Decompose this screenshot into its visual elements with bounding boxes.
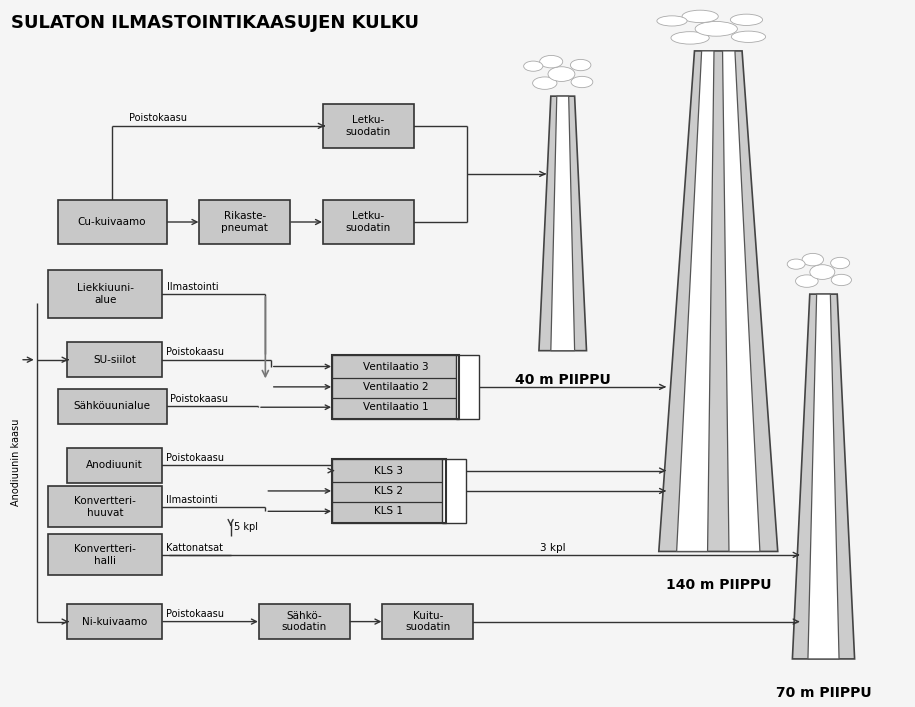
Text: 140 m PIIPPU: 140 m PIIPPU <box>665 578 771 592</box>
FancyBboxPatch shape <box>382 604 473 639</box>
Text: Anodiuunin kaasu: Anodiuunin kaasu <box>12 419 21 506</box>
Text: Cu-kuivaamo: Cu-kuivaamo <box>78 217 146 227</box>
Text: KLS 2: KLS 2 <box>374 486 404 496</box>
Ellipse shape <box>731 31 766 42</box>
Text: Konvertteri-
halli: Konvertteri- halli <box>74 544 136 566</box>
Ellipse shape <box>570 59 591 71</box>
Text: Ilmastointi: Ilmastointi <box>166 494 217 505</box>
FancyBboxPatch shape <box>67 604 162 639</box>
Text: 70 m PIIPPU: 70 m PIIPPU <box>776 686 871 699</box>
Text: 40 m PIIPPU: 40 m PIIPPU <box>515 373 610 387</box>
FancyBboxPatch shape <box>332 375 459 398</box>
Text: KLS 3: KLS 3 <box>374 466 404 476</box>
Text: Konvertteri-
huuvat: Konvertteri- huuvat <box>74 496 136 518</box>
FancyBboxPatch shape <box>332 460 446 482</box>
FancyBboxPatch shape <box>67 448 162 483</box>
Text: Letku-
suodatin: Letku- suodatin <box>346 211 391 233</box>
Text: Poistokaasu: Poistokaasu <box>166 347 223 358</box>
Polygon shape <box>792 294 855 659</box>
Ellipse shape <box>810 264 834 279</box>
Ellipse shape <box>548 66 575 81</box>
FancyBboxPatch shape <box>442 460 466 522</box>
Ellipse shape <box>695 21 737 36</box>
Text: Letku-
suodatin: Letku- suodatin <box>346 115 391 136</box>
Polygon shape <box>539 96 587 351</box>
Text: SULATON ILMASTOINTIKAASUJEN KULKU: SULATON ILMASTOINTIKAASUJEN KULKU <box>11 14 419 32</box>
Ellipse shape <box>533 77 557 89</box>
Text: Poistokaasu: Poistokaasu <box>170 394 228 404</box>
Text: SU-siilot: SU-siilot <box>93 355 135 365</box>
Ellipse shape <box>682 10 718 23</box>
Ellipse shape <box>540 55 563 68</box>
Text: Ni-kuivaamo: Ni-kuivaamo <box>81 617 147 626</box>
Text: Poistokaasu: Poistokaasu <box>166 609 223 619</box>
Text: Ilmastointi: Ilmastointi <box>167 282 219 292</box>
Text: Liekkiuuni-
alue: Liekkiuuni- alue <box>77 284 134 305</box>
Polygon shape <box>551 96 575 351</box>
Ellipse shape <box>523 61 543 71</box>
Text: Rikaste-
pneumat: Rikaste- pneumat <box>221 211 268 233</box>
Text: Kuitu-
suodatin: Kuitu- suodatin <box>405 611 450 632</box>
FancyBboxPatch shape <box>199 199 290 245</box>
FancyBboxPatch shape <box>48 486 162 527</box>
Polygon shape <box>808 294 839 659</box>
Ellipse shape <box>657 16 687 26</box>
FancyBboxPatch shape <box>332 355 459 378</box>
Polygon shape <box>677 51 714 551</box>
FancyBboxPatch shape <box>259 604 350 639</box>
Text: Ventilaatio 1: Ventilaatio 1 <box>363 402 428 412</box>
FancyBboxPatch shape <box>58 389 167 423</box>
Ellipse shape <box>795 275 818 287</box>
FancyBboxPatch shape <box>48 270 162 318</box>
Text: Anodiuunit: Anodiuunit <box>86 460 143 470</box>
Text: Kattonatsat: Kattonatsat <box>166 542 222 553</box>
FancyBboxPatch shape <box>323 199 414 245</box>
Ellipse shape <box>831 274 852 286</box>
Text: Sähköuunialue: Sähköuunialue <box>73 401 151 411</box>
FancyBboxPatch shape <box>323 103 414 148</box>
FancyBboxPatch shape <box>332 479 446 502</box>
Text: Poistokaasu: Poistokaasu <box>166 453 223 463</box>
FancyBboxPatch shape <box>58 199 167 245</box>
FancyBboxPatch shape <box>67 342 162 378</box>
Text: 3 kpl: 3 kpl <box>540 542 565 553</box>
Polygon shape <box>723 51 759 551</box>
Ellipse shape <box>787 259 805 269</box>
Polygon shape <box>659 51 778 551</box>
Ellipse shape <box>730 14 762 25</box>
FancyBboxPatch shape <box>332 500 446 522</box>
Text: Ventilaatio 3: Ventilaatio 3 <box>363 361 428 371</box>
Text: Sähkö-
suodatin: Sähkö- suodatin <box>282 611 327 632</box>
Text: KLS 1: KLS 1 <box>374 506 404 516</box>
Ellipse shape <box>831 257 850 269</box>
Text: Ventilaatio 2: Ventilaatio 2 <box>363 382 428 392</box>
Ellipse shape <box>671 32 709 44</box>
Ellipse shape <box>571 76 593 88</box>
FancyBboxPatch shape <box>332 396 459 419</box>
FancyBboxPatch shape <box>456 355 479 419</box>
Text: 5 kpl: 5 kpl <box>234 522 258 532</box>
FancyBboxPatch shape <box>48 534 162 575</box>
Ellipse shape <box>802 253 824 266</box>
Text: Poistokaasu: Poistokaasu <box>128 113 187 123</box>
